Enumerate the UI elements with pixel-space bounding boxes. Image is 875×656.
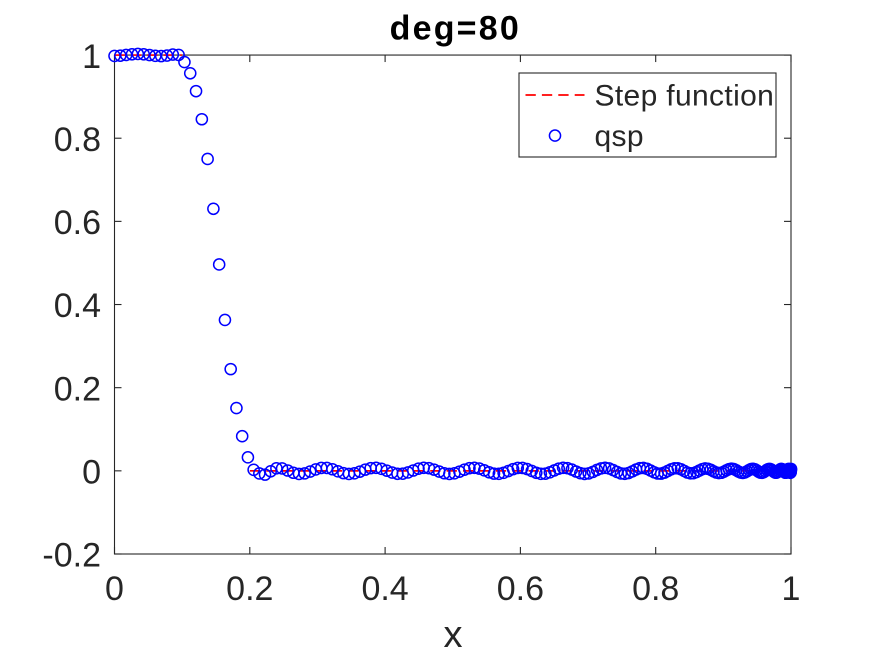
svg-text:-0.2: -0.2 [42, 537, 101, 575]
svg-text:0.6: 0.6 [54, 204, 101, 242]
svg-text:qsp: qsp [595, 120, 644, 153]
svg-text:0: 0 [105, 570, 124, 608]
svg-text:0.8: 0.8 [54, 121, 101, 159]
svg-text:x: x [444, 614, 463, 656]
svg-text:0.2: 0.2 [54, 370, 101, 408]
svg-text:0.4: 0.4 [361, 570, 408, 608]
svg-text:1: 1 [82, 38, 101, 76]
svg-text:0.8: 0.8 [632, 570, 679, 608]
svg-text:deg=80: deg=80 [390, 10, 521, 48]
svg-text:1: 1 [782, 570, 801, 608]
svg-text:0: 0 [82, 454, 101, 492]
svg-text:Step function: Step function [595, 80, 775, 113]
svg-text:0.6: 0.6 [497, 570, 544, 608]
svg-text:0.4: 0.4 [54, 287, 101, 325]
svg-text:0.2: 0.2 [226, 570, 273, 608]
